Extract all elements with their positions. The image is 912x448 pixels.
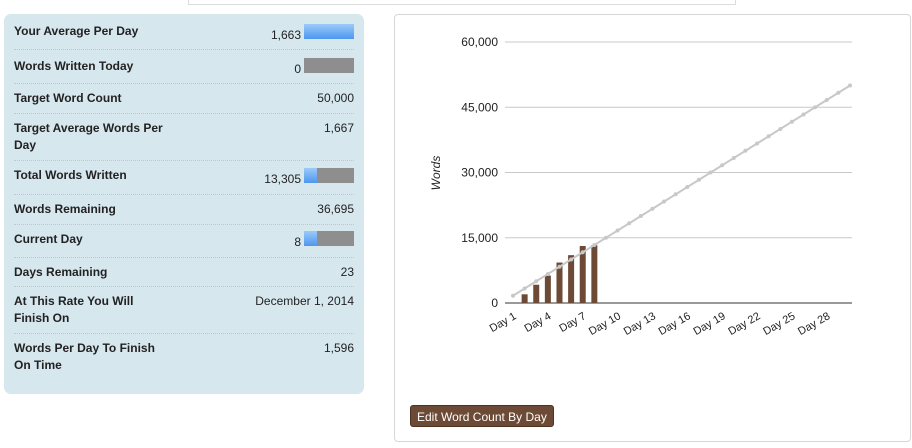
- target-point: [580, 250, 585, 255]
- stat-value: 1,663: [270, 28, 301, 42]
- stat-row-words-per-day-to-finish: Words Per Day To Finish On Time 1,596: [14, 334, 354, 384]
- x-tick-label: Day 10: [587, 310, 623, 338]
- target-point: [638, 213, 643, 218]
- stat-value: 0: [294, 62, 301, 76]
- target-point: [557, 264, 562, 269]
- y-axis-label: Words: [429, 156, 443, 191]
- target-point: [673, 192, 678, 197]
- stat-value: 8: [294, 235, 301, 249]
- data-bar: [533, 284, 540, 303]
- y-tick-label: 45,000: [461, 100, 498, 114]
- target-point: [603, 235, 608, 240]
- data-bar: [521, 294, 528, 303]
- x-tick-label: Day 28: [796, 310, 832, 338]
- stat-value: 13,305: [264, 172, 301, 186]
- x-tick-label: Day 25: [761, 310, 797, 338]
- target-point: [615, 228, 620, 233]
- target-point: [627, 221, 632, 226]
- stat-label: Words Remaining: [14, 202, 116, 216]
- target-point: [569, 257, 574, 262]
- stat-row-target-average: Target Average Words Per Day 1,667: [14, 114, 354, 161]
- stat-label: Current Day: [14, 232, 83, 246]
- target-point: [836, 90, 841, 95]
- stat-value: 23: [340, 265, 354, 279]
- y-tick-label: 60,000: [461, 35, 498, 49]
- x-tick-label: Day 22: [726, 310, 762, 338]
- target-point: [755, 141, 760, 146]
- stat-label: Words Written Today: [14, 59, 134, 73]
- target-point: [789, 119, 794, 124]
- stat-label: Target Word Count: [14, 91, 122, 105]
- stat-value: December 1, 2014: [255, 294, 354, 308]
- chart-panel: 0 15,000 30,000 45,000 60,000 Words Day 1 Day 4…: [394, 14, 911, 442]
- x-tick-label: Day 13: [622, 310, 658, 338]
- target-point: [801, 112, 806, 117]
- stat-row-average-per-day: Your Average Per Day 1,663: [14, 14, 354, 50]
- x-tick-label: Day 19: [691, 310, 727, 338]
- x-tick-label: Day 4: [522, 310, 553, 335]
- target-point: [824, 97, 829, 102]
- y-tick-label: 0: [491, 296, 498, 310]
- target-point: [720, 163, 725, 168]
- edit-word-count-button[interactable]: Edit Word Count By Day: [410, 405, 554, 427]
- progress-bar: [304, 168, 354, 183]
- target-point: [848, 83, 852, 88]
- target-point: [766, 134, 771, 139]
- target-line: [512, 84, 851, 297]
- progress-bar-fill: [304, 231, 318, 246]
- target-point: [592, 242, 597, 247]
- stat-value: 1,596: [323, 341, 354, 355]
- x-tick-label: Day 1: [488, 310, 519, 335]
- stat-row-days-remaining: Days Remaining 23: [14, 258, 354, 287]
- target-point: [813, 105, 818, 110]
- progress-bar-fill: [304, 168, 318, 183]
- target-point: [731, 155, 736, 160]
- x-tick-label: Day 16: [657, 310, 693, 338]
- stat-row-total-written: Total Words Written 13,305: [14, 161, 354, 195]
- stat-row-target-word-count: Target Word Count 50,000: [14, 84, 354, 114]
- stat-label: At This Rate You Will Finish On: [14, 294, 134, 325]
- data-bar: [544, 275, 551, 303]
- progress-bar: [304, 58, 354, 73]
- stat-label: Target Average Words Per Day: [14, 121, 163, 152]
- stat-row-current-day: Current Day 8: [14, 225, 354, 258]
- target-point: [534, 279, 539, 284]
- x-tick-label: Day 7: [557, 310, 588, 335]
- top-divider: [188, 0, 736, 5]
- data-bar: [579, 246, 586, 303]
- target-point: [743, 148, 748, 153]
- stats-panel: Your Average Per Day 1,663 Words Written…: [4, 14, 364, 394]
- stat-value: 1,667: [323, 121, 354, 135]
- target-point: [522, 286, 527, 291]
- y-tick-label: 30,000: [461, 166, 498, 180]
- stat-label: Your Average Per Day: [14, 24, 139, 38]
- stat-value: 36,695: [317, 202, 354, 216]
- stat-label: Days Remaining: [14, 265, 108, 279]
- stat-label: Words Per Day To Finish On Time: [14, 341, 155, 372]
- stat-row-words-today: Words Written Today 0: [14, 50, 354, 84]
- stat-row-finish-date: At This Rate You Will Finish On December…: [14, 287, 354, 334]
- target-point: [545, 271, 550, 276]
- word-count-chart: 0 15,000 30,000 45,000 60,000 Words Day 1 Day 4…: [429, 35, 852, 338]
- progress-bar: [304, 24, 354, 39]
- stat-label: Total Words Written: [14, 168, 127, 182]
- stat-value: 50,000: [317, 91, 354, 105]
- target-point: [662, 199, 667, 204]
- stat-row-words-remaining: Words Remaining 36,695: [14, 195, 354, 225]
- target-point: [696, 177, 701, 182]
- y-tick-label: 15,000: [461, 231, 498, 245]
- target-point: [685, 184, 690, 189]
- target-point: [778, 126, 783, 131]
- target-point: [650, 206, 655, 211]
- progress-bar: [304, 231, 354, 246]
- target-point: [708, 170, 713, 175]
- data-bar: [556, 262, 563, 303]
- target-point: [511, 293, 515, 298]
- progress-bar-fill: [304, 24, 354, 39]
- data-bar: [568, 255, 575, 303]
- data-bar: [591, 245, 598, 303]
